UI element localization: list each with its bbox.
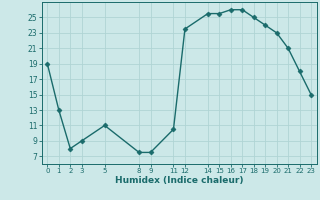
X-axis label: Humidex (Indice chaleur): Humidex (Indice chaleur) — [115, 176, 244, 185]
